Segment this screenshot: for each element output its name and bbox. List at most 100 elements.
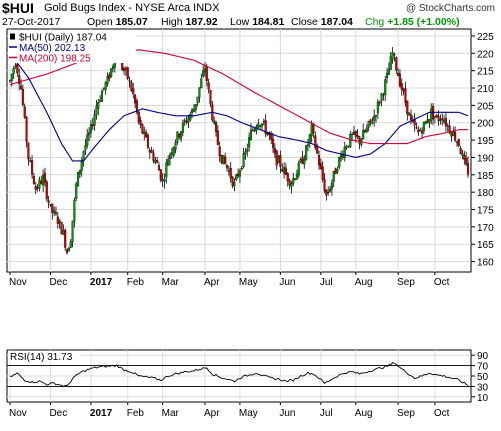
candle-body [400, 83, 403, 90]
price-y-tick-label: 205 [477, 101, 494, 112]
candle-body [266, 133, 269, 136]
candle-body [43, 172, 46, 183]
candle-body [402, 89, 405, 92]
candle-body [84, 145, 87, 151]
legend-entry: MA(200) 198.25 [19, 54, 91, 65]
candle-body [235, 174, 238, 180]
candle-body [97, 102, 100, 109]
candle-body [382, 94, 385, 96]
candle-body [60, 222, 63, 235]
candle-body [45, 181, 48, 200]
candle-body [248, 137, 251, 148]
candle-body [80, 160, 83, 171]
candle-body [374, 115, 378, 117]
candle-body [141, 123, 144, 134]
candle-body [78, 169, 81, 175]
rsi-x-tick-label: Sep [397, 408, 415, 419]
candle-body [16, 63, 19, 74]
candle-body [40, 180, 43, 184]
quote-close: Close 187.04 [291, 16, 353, 28]
candle-body [283, 167, 286, 174]
price-x-tick-label: Dec [49, 277, 67, 288]
candle-body [42, 175, 45, 186]
price-x-tick-label: Feb [127, 277, 145, 288]
candle-body [281, 168, 284, 172]
price-x-tick-label: Apr [204, 277, 220, 288]
candle-body [99, 99, 102, 102]
rsi-x-tick-label: Oct [434, 408, 450, 419]
candle-body [91, 124, 94, 127]
candle-body [10, 73, 13, 81]
price-y-tick-label: 215 [477, 67, 494, 78]
candle-body [159, 169, 162, 181]
candle-body [222, 155, 225, 165]
candle-body [349, 133, 352, 148]
candle-body [73, 199, 76, 222]
candle-body [185, 120, 188, 123]
candle-body [294, 178, 297, 180]
candle-body [64, 230, 67, 248]
candle-body [191, 109, 194, 114]
chart-header: $HUI Gold Bugs Index - NYSE Arca INDX @ … [0, 0, 501, 16]
candle-body [238, 170, 241, 177]
price-x-tick-label: Oct [434, 277, 450, 288]
price-y-tick-label: 220 [477, 49, 494, 60]
candle-body [135, 100, 138, 113]
price-x-tick-label: Jun [279, 277, 295, 288]
price-y-tick-label: 195 [477, 136, 494, 147]
candle-body [130, 81, 133, 91]
stockcharts-brand[interactable]: @ StockCharts.com [405, 3, 495, 14]
candle-body [251, 129, 254, 132]
rsi-line [9, 362, 469, 387]
candle-body [110, 68, 113, 77]
candle-body [89, 124, 92, 133]
candle-body [71, 220, 74, 243]
candle-body [433, 116, 436, 118]
candle-body [397, 72, 400, 77]
candle-body [132, 88, 135, 94]
rsi-x-tick-label: Jul [320, 408, 333, 419]
candle-body [88, 132, 91, 136]
candle-body [27, 142, 30, 160]
rsi-y-tick-label: 50 [477, 372, 489, 383]
candle-body [338, 157, 341, 168]
price-y-tick-label: 160 [477, 258, 494, 269]
legend-swatch-candle [10, 33, 15, 40]
candle-body [441, 118, 444, 121]
candle-body [369, 119, 372, 122]
candle-body [444, 118, 447, 127]
candle-body [448, 125, 451, 133]
candle-body [187, 117, 190, 123]
price-y-tick-label: 170 [477, 223, 494, 234]
candle-body [100, 91, 104, 102]
candle-body [194, 104, 197, 111]
candle-body [205, 66, 208, 82]
candle-body [38, 179, 41, 189]
candle-body [12, 68, 15, 74]
candle-body [290, 183, 293, 188]
candle-body [461, 153, 464, 156]
candle-body [306, 144, 310, 146]
candle-body [273, 148, 276, 154]
candle-body [143, 131, 146, 135]
candle-body [310, 124, 313, 136]
candle-body [284, 167, 287, 175]
candle-body [207, 82, 210, 90]
candle-body [288, 179, 291, 186]
candle-body [367, 121, 370, 128]
price-x-tick-label: May [239, 277, 258, 288]
candle-body [126, 67, 129, 79]
candle-body [253, 128, 256, 132]
candle-body [25, 116, 28, 143]
candle-body [36, 186, 39, 189]
price-x-tick-label: Sep [397, 277, 415, 288]
candle-body [240, 167, 243, 170]
candle-body [47, 200, 50, 204]
candle-body [430, 108, 433, 121]
price-y-tick-label: 200 [477, 119, 494, 130]
candle-body [450, 132, 453, 137]
candle-body [305, 145, 308, 160]
quote-line: 27-Oct-2017 Open 185.07 High 187.92 Low … [0, 15, 501, 28]
candle-body [387, 69, 390, 75]
